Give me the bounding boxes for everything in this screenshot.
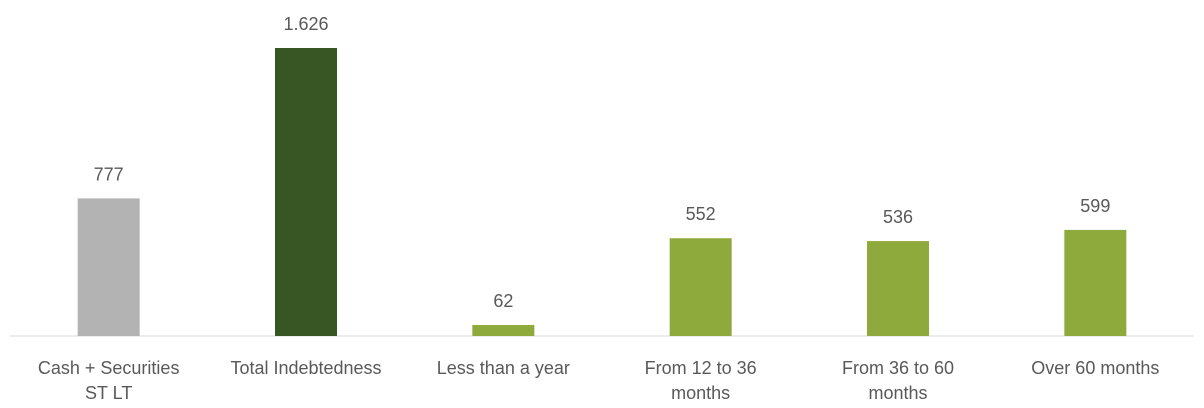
category-labels-group: Cash + Securities ST LT Total Indebtedness… xyxy=(38,358,1159,403)
value-label-1: 1.626 xyxy=(283,14,328,34)
value-labels-group: 777 1.626 62 552 536 599 xyxy=(94,14,1111,311)
bar-3 xyxy=(669,238,732,336)
bar-2 xyxy=(472,325,535,336)
bars-group xyxy=(77,48,1127,336)
value-label-4: 536 xyxy=(883,207,913,227)
category-label-line: Less than a year xyxy=(437,358,570,378)
category-label-5: Over 60 months xyxy=(1031,358,1159,378)
bar-4 xyxy=(867,241,929,336)
category-label-line: Cash + Securities xyxy=(38,358,180,378)
category-label-line: From 36 to 60 xyxy=(842,358,954,378)
category-label-line: From 12 to 36 xyxy=(645,358,757,378)
category-label-0: Cash + Securities ST LT xyxy=(38,358,180,403)
value-label-3: 552 xyxy=(686,204,716,224)
category-label-line: Over 60 months xyxy=(1031,358,1159,378)
value-label-2: 62 xyxy=(493,291,513,311)
category-label-line: Total Indebtedness xyxy=(230,358,381,378)
category-label-line: ST LT xyxy=(85,383,132,403)
category-label-line: months xyxy=(671,383,730,403)
bar-0 xyxy=(77,198,140,336)
value-label-0: 777 xyxy=(94,164,124,184)
category-label-4: From 36 to 60 months xyxy=(842,358,954,403)
bar-5 xyxy=(1064,229,1127,336)
value-label-5: 599 xyxy=(1080,196,1110,216)
category-label-3: From 12 to 36 months xyxy=(645,358,757,403)
category-label-1: Total Indebtedness xyxy=(230,358,381,378)
category-label-2: Less than a year xyxy=(437,358,570,378)
bar-1 xyxy=(275,48,337,336)
category-label-line: months xyxy=(868,383,927,403)
